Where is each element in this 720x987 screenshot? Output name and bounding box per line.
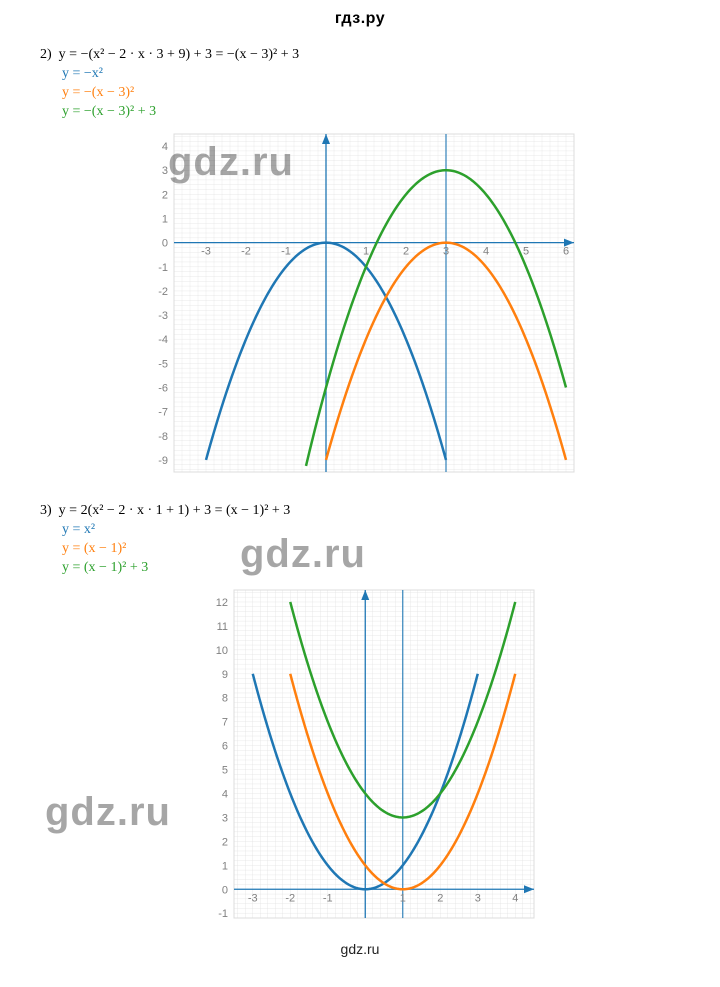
svg-text:2: 2 <box>162 189 168 201</box>
svg-text:10: 10 <box>216 645 228 657</box>
svg-text:0: 0 <box>222 884 228 896</box>
svg-text:2: 2 <box>437 892 443 904</box>
problem-3-label: 3) <box>40 503 52 518</box>
svg-text:-4: -4 <box>158 334 168 346</box>
problem-2-chart-wrap: -3 -2 -1 1 2 3 4 5 6 -9 -8 -7 -6 -5 -4 -3 -2 -1 0 1 2 3 4 <box>140 128 580 478</box>
problem-3-eq-blue: y = x² <box>40 521 680 540</box>
svg-text:3: 3 <box>222 812 228 824</box>
svg-text:4: 4 <box>222 789 228 801</box>
problem-2-label: 2) <box>40 47 52 62</box>
svg-text:8: 8 <box>222 693 228 705</box>
svg-text:12: 12 <box>216 597 228 609</box>
svg-text:-8: -8 <box>158 430 168 442</box>
svg-text:-5: -5 <box>158 358 168 370</box>
problem-2-equation: y = −(x² − 2 · x · 3 + 9) + 3 = −(x − 3)… <box>59 47 299 62</box>
svg-text:1: 1 <box>400 892 406 904</box>
problem-2: 2) y = −(x² − 2 · x · 3 + 9) + 3 = −(x −… <box>40 46 680 484</box>
svg-text:-1: -1 <box>158 261 168 273</box>
page-footer: gdz.ru <box>40 941 680 957</box>
svg-text:1: 1 <box>363 245 369 257</box>
svg-text:-3: -3 <box>201 245 211 257</box>
problem-2-eq-green: y = −(x − 3)² + 3 <box>40 103 680 122</box>
svg-text:9: 9 <box>222 669 228 681</box>
svg-text:1: 1 <box>162 213 168 225</box>
svg-text:3: 3 <box>443 245 449 257</box>
problem-3-equation: y = 2(x² − 2 · x · 1 + 1) + 3 = (x − 1)²… <box>59 503 291 518</box>
svg-text:-3: -3 <box>158 310 168 322</box>
problem-2-eq-orange: y = −(x − 3)² <box>40 84 680 103</box>
svg-text:4: 4 <box>512 892 518 904</box>
svg-text:2: 2 <box>222 836 228 848</box>
svg-text:1: 1 <box>222 860 228 872</box>
svg-text:-2: -2 <box>158 285 168 297</box>
svg-text:-2: -2 <box>241 245 251 257</box>
svg-text:0: 0 <box>162 237 168 249</box>
svg-text:-9: -9 <box>158 454 168 466</box>
svg-text:-6: -6 <box>158 382 168 394</box>
svg-text:-2: -2 <box>285 892 295 904</box>
problem-2-main: 2) y = −(x² − 2 · x · 3 + 9) + 3 = −(x −… <box>40 46 680 65</box>
svg-text:2: 2 <box>403 245 409 257</box>
problem-3-eq-green: y = (x − 1)² + 3 <box>40 559 680 578</box>
svg-text:5: 5 <box>523 245 529 257</box>
svg-text:4: 4 <box>162 141 168 153</box>
svg-text:5: 5 <box>222 765 228 777</box>
problem-3: 3) y = 2(x² − 2 · x · 1 + 1) + 3 = (x − … <box>40 502 680 930</box>
svg-text:-1: -1 <box>323 892 333 904</box>
svg-text:6: 6 <box>222 741 228 753</box>
page-header: гдз.ру <box>40 10 680 28</box>
svg-text:4: 4 <box>483 245 489 257</box>
problem-3-chart-wrap: -3-2-11234-10123456789101112 <box>200 584 540 924</box>
problem-2-chart: -3 -2 -1 1 2 3 4 5 6 -9 -8 -7 -6 -5 -4 -3 -2 -1 0 1 2 3 4 <box>140 128 580 478</box>
svg-text:-3: -3 <box>248 892 258 904</box>
svg-text:3: 3 <box>162 165 168 177</box>
svg-text:11: 11 <box>217 621 228 633</box>
problem-3-eq-orange: y = (x − 1)² <box>40 540 680 559</box>
svg-text:-1: -1 <box>218 908 228 920</box>
problem-2-eq-blue: y = −x² <box>40 65 680 84</box>
svg-text:6: 6 <box>563 245 569 257</box>
svg-text:3: 3 <box>475 892 481 904</box>
problem-3-chart: -3-2-11234-10123456789101112 <box>200 584 540 924</box>
svg-text:-1: -1 <box>281 245 291 257</box>
problem-3-main: 3) y = 2(x² − 2 · x · 1 + 1) + 3 = (x − … <box>40 502 680 521</box>
svg-text:-7: -7 <box>158 406 168 418</box>
svg-text:7: 7 <box>222 717 228 729</box>
